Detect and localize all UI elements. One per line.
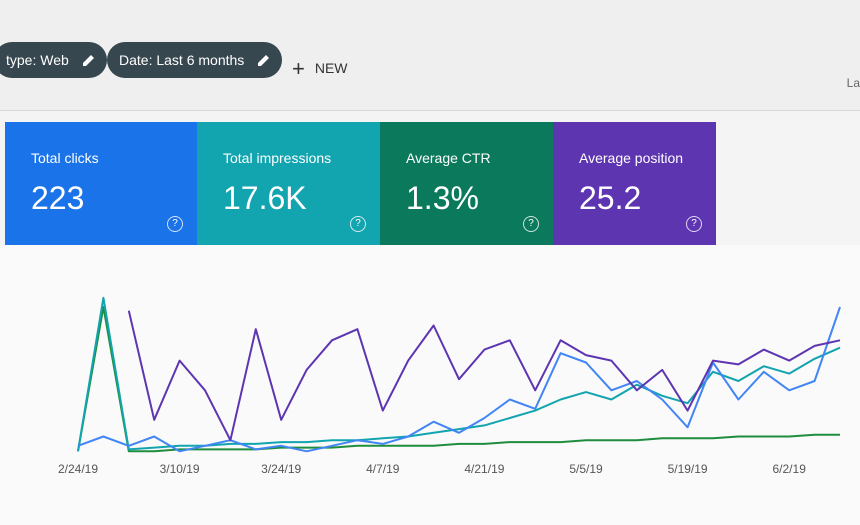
metric-card[interactable]: Average CTR 1.3%? (380, 122, 553, 246)
help-icon: ? (167, 216, 183, 232)
x-tick-label: 3/24/19 (261, 462, 301, 476)
metric-value: 223 (31, 180, 85, 216)
new-label: NEW (314, 60, 348, 76)
x-tick-label: 3/10/19 (160, 462, 200, 476)
metric-label: Total impressions (223, 150, 332, 166)
truncated-text: La (846, 76, 860, 90)
metric-label: Average CTR (406, 150, 491, 166)
x-tick-label: 5/5/19 (569, 462, 603, 476)
metric-label: Total clicks (31, 150, 99, 166)
series-line (77, 306, 840, 453)
filter-label: Date: Last 6 months (119, 52, 245, 68)
metric-card[interactable]: Total clicks 223? (5, 122, 197, 246)
series-line (127, 310, 841, 442)
filter-label: type: Web (6, 52, 69, 68)
metric-value: 17.6K (223, 180, 307, 216)
metric-cards: Total clicks 223? Total impressions 17.6K? A… (5, 122, 716, 246)
metric-value: 1.3% (406, 180, 479, 216)
help-icon: ? (523, 216, 539, 232)
filter-chip[interactable]: type: Web (0, 42, 107, 78)
x-tick-label: 6/2/19 (773, 462, 807, 476)
metric-card[interactable]: Total impressions 17.6K? (197, 122, 380, 246)
edit-icon (82, 55, 94, 66)
x-tick-label: 4/7/19 (366, 462, 400, 476)
toolbar: type: Web Date: Last 6 months + NEW La (0, 0, 860, 111)
help-icon: ? (686, 216, 702, 232)
filter-chip[interactable]: Date: Last 6 months (107, 42, 283, 78)
metric-card[interactable]: Average position 25.2? (553, 122, 716, 246)
metric-label: Average position (579, 150, 684, 166)
new-button[interactable]: + NEW (292, 56, 348, 81)
metric-value: 25.2 (579, 180, 642, 216)
x-tick-label: 5/19/19 (668, 462, 708, 476)
help-icon: ? (350, 216, 366, 232)
x-tick-label: 2/24/19 (58, 462, 98, 476)
edit-icon (258, 55, 270, 66)
chart: 2/24/19 3/10/19 3/24/19 4/7/19 4/21/19 5/5/19… (0, 245, 860, 525)
x-tick-label: 4/21/19 (464, 462, 504, 476)
